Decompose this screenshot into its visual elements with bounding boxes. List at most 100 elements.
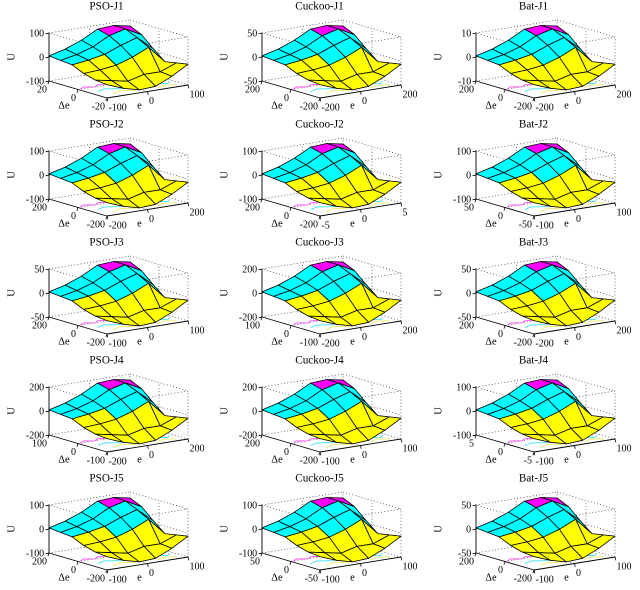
- axis-line: [400, 320, 403, 325]
- axis-grid-dotted-line: [48, 255, 131, 270]
- floor-contour-line: [370, 320, 391, 325]
- axis-line: [472, 410, 476, 413]
- axis-line: [472, 552, 476, 555]
- de-axis-label: Δe: [272, 218, 284, 229]
- de-tick-label: -200: [87, 219, 105, 230]
- floor-contour-line: [583, 202, 604, 207]
- u-tick-label: 0: [253, 525, 258, 536]
- axis-line: [472, 174, 476, 177]
- e-axis-label: e: [350, 100, 355, 111]
- axis-line: [258, 174, 263, 177]
- de-axis-label: Δe: [485, 218, 497, 229]
- de-tick-label: 100: [32, 438, 47, 449]
- axis-line: [187, 320, 190, 325]
- u-tick-label: 0: [466, 171, 471, 182]
- floor-contour-line: [293, 438, 319, 444]
- axis-line: [472, 292, 476, 295]
- u-tick-label: -50: [244, 77, 257, 88]
- axis-line: [260, 434, 263, 439]
- u-tick-label: -100: [26, 549, 44, 560]
- u-tick-label: 0: [39, 407, 44, 418]
- floor-contour-line: [583, 556, 604, 561]
- e-tick-label: 100: [189, 89, 204, 100]
- axis-grid-dotted-line: [129, 491, 189, 510]
- e-tick-label: 0: [576, 332, 581, 343]
- surface-face: [521, 79, 551, 89]
- axis-grid-dotted-line: [504, 194, 586, 208]
- axis-line: [360, 563, 363, 567]
- surface-face: [521, 551, 551, 561]
- u-tick-label: -100: [26, 77, 44, 88]
- subplot-bat-j4: 100 0 -100 5 0 -5 -100 0 100 U Δe e Bat-J4: [427, 354, 640, 472]
- e-tick-label: -100: [322, 456, 340, 467]
- subplot-cuckoo-j1: 50 0 -50 200 0 -200 -200 0 200 U Δe e Cuckoo-J1: [213, 0, 426, 118]
- e-axis-label: e: [564, 336, 569, 347]
- axis-line: [472, 434, 476, 437]
- axis-line: [258, 80, 263, 83]
- axis-line: [320, 84, 402, 99]
- axis-grid-dotted-line: [533, 154, 615, 169]
- axis-grid-dotted-line: [533, 508, 615, 523]
- axis-grid-dotted-line: [533, 272, 615, 287]
- plot-title: PSO-J4: [89, 354, 124, 366]
- e-tick-label: -100: [108, 338, 126, 349]
- axis-line: [45, 150, 50, 153]
- subplot-pso-j1: 100 0 -100 20 0 -20 -100 0 100 U Δe e PSO-J1: [0, 0, 213, 118]
- subplot-pso-j2: 100 0 -100 200 0 -200 -200 0 200 U Δe e PSO-J2: [0, 118, 213, 236]
- floor-contour-line: [370, 202, 391, 207]
- axis-grid-dotted-line: [320, 508, 402, 523]
- e-tick-label: -100: [108, 102, 126, 113]
- axis-grid-dotted-line: [343, 19, 402, 38]
- subplot-cuckoo-j4: 200 0 -200 200 0 -200 -100 0 100 U Δe e Cuckoo-J4: [213, 354, 426, 472]
- axis-grid-dotted-line: [262, 137, 344, 152]
- u-axis-label: U: [433, 53, 444, 61]
- axis-line: [319, 215, 322, 220]
- e-tick-label: 100: [616, 207, 631, 218]
- e-axis-label: e: [137, 572, 142, 583]
- axis-line: [472, 268, 476, 271]
- axis-line: [573, 91, 576, 95]
- de-tick-label: -200: [513, 101, 531, 112]
- u-tick-label: -10: [458, 77, 471, 88]
- axis-line: [474, 434, 477, 439]
- floor-contour-line: [157, 84, 177, 89]
- axis-line: [289, 443, 292, 447]
- e-tick-label: 0: [576, 96, 581, 107]
- subplot-pso-j4: 200 0 -200 100 0 -100 -200 0 200 U Δe e PSO-J4: [0, 354, 213, 472]
- axis-grid-dotted-line: [475, 137, 557, 152]
- axis-grid-dotted-line: [48, 303, 131, 318]
- u-tick-label: 0: [253, 289, 258, 300]
- axis-line: [106, 333, 109, 338]
- de-axis-label: Δe: [485, 336, 497, 347]
- floor-contour-line: [506, 438, 532, 444]
- axis-grid-dotted-line: [129, 255, 189, 274]
- de-tick-label: -50: [305, 574, 318, 585]
- e-tick-label: 0: [149, 332, 154, 343]
- axis-line: [360, 327, 363, 331]
- axis-line: [472, 80, 476, 83]
- e-tick-label: 0: [362, 332, 367, 343]
- axis-line: [503, 561, 506, 565]
- u-tick-label: 0: [39, 525, 44, 536]
- axis-line: [289, 89, 292, 93]
- e-tick-label: -5: [322, 220, 330, 231]
- floor-contour-line: [370, 438, 391, 443]
- axis-grid-dotted-line: [504, 548, 586, 562]
- u-tick-label: 100: [243, 147, 258, 158]
- e-axis-label: e: [564, 454, 569, 465]
- axis-line: [45, 528, 50, 531]
- axis-line: [258, 316, 263, 319]
- axis-grid-dotted-line: [106, 154, 189, 169]
- floor-contour-line: [293, 84, 319, 90]
- axis-line: [76, 207, 79, 211]
- axis-line: [45, 316, 50, 319]
- de-tick-label: 0: [498, 565, 503, 576]
- de-tick-label: 0: [71, 447, 76, 458]
- axis-line: [147, 91, 149, 95]
- axis-line: [262, 198, 321, 217]
- axis-grid-dotted-line: [48, 539, 131, 554]
- plot-title: Bat-J4: [519, 354, 549, 366]
- u-tick-label: 0: [466, 407, 471, 418]
- e-tick-label: 200: [403, 89, 418, 100]
